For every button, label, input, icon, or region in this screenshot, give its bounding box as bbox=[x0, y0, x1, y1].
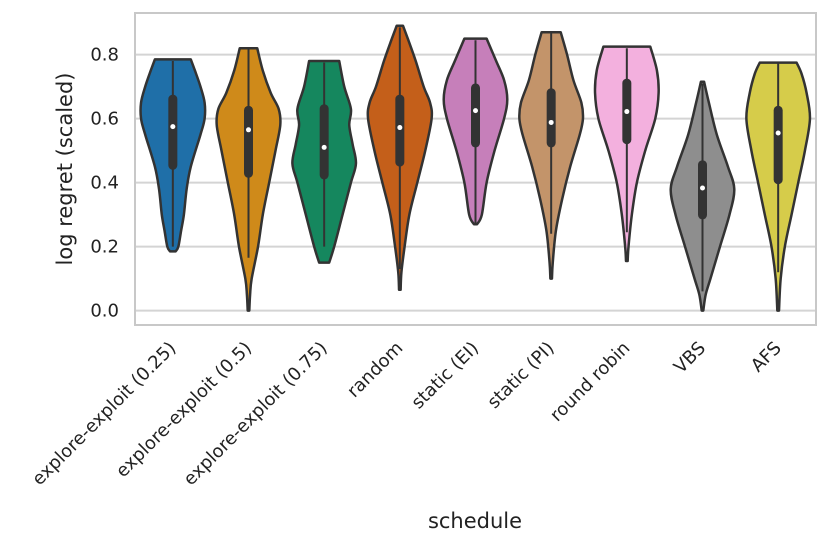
y-tick-label: 0.8 bbox=[90, 45, 119, 66]
violin-iqr-box bbox=[471, 83, 480, 148]
y-axis-title: log regret (scaled) bbox=[53, 73, 77, 266]
violins bbox=[139, 24, 812, 312]
violin-median bbox=[700, 185, 705, 191]
violin-iqr-box bbox=[546, 88, 556, 148]
y-tick-label: 0.6 bbox=[90, 109, 119, 130]
violin-iqr-box bbox=[168, 94, 178, 170]
x-axis-title: schedule bbox=[428, 509, 522, 533]
x-tick-label: static (PI) bbox=[483, 338, 558, 413]
x-tick-label: VBS bbox=[670, 338, 710, 378]
y-tick-label: 0.0 bbox=[90, 301, 119, 322]
violin-median bbox=[548, 119, 554, 125]
x-tick-label: AFS bbox=[747, 338, 786, 377]
x-tick-label: explore-exploit (0.75) bbox=[180, 338, 332, 490]
violin-iqr-box bbox=[395, 94, 405, 167]
violin-iqr-box bbox=[319, 104, 329, 180]
x-tick-label: explore-exploit (0.5) bbox=[112, 338, 256, 482]
x-tick-label: explore-exploit (0.25) bbox=[28, 338, 180, 490]
violin-median bbox=[473, 108, 478, 114]
plot-frame bbox=[134, 12, 817, 326]
violin-median bbox=[624, 109, 630, 115]
violin-median bbox=[397, 125, 403, 131]
violin-iqr-box bbox=[773, 105, 783, 185]
x-tick-label: static (EI) bbox=[407, 338, 483, 414]
violin-iqr-box bbox=[244, 105, 253, 178]
y-tick-label: 0.2 bbox=[90, 237, 119, 258]
x-tick-labels: explore-exploit (0.25)explore-exploit (0… bbox=[28, 338, 785, 490]
y-tick-label: 0.4 bbox=[90, 173, 119, 194]
violin-median bbox=[321, 144, 327, 150]
violin-median bbox=[170, 124, 176, 130]
violin-median bbox=[775, 130, 781, 136]
x-tick-label: round robin bbox=[546, 338, 634, 426]
y-tick-labels: 0.0 0.2 0.4 0.6 0.8 bbox=[90, 45, 119, 322]
x-tick-label: random bbox=[343, 338, 407, 402]
violin-median bbox=[246, 127, 251, 133]
